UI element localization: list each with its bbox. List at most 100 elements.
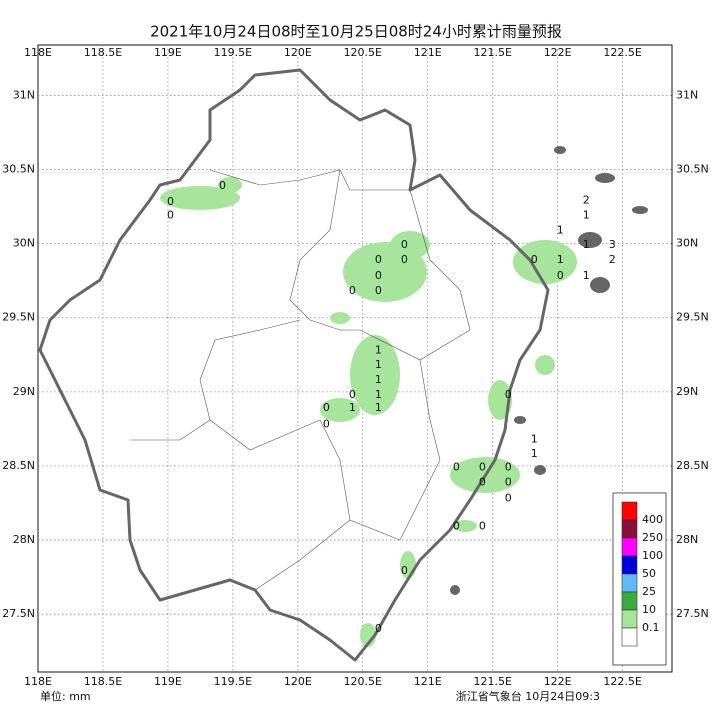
x-tick-label: 121.5E: [473, 46, 511, 59]
legend-swatch: [621, 519, 638, 539]
station-value: 0: [531, 253, 538, 266]
legend-label: 400: [642, 513, 663, 526]
legend-swatch: [621, 591, 638, 611]
station-value: 0: [479, 460, 486, 473]
y-tick-label: 29N: [13, 385, 35, 398]
station-value: 0: [375, 284, 382, 297]
station-value: 0: [375, 269, 382, 282]
station-value: 0: [505, 475, 512, 488]
x-tick-label: 121.5E: [473, 675, 511, 688]
station-value: 1: [531, 432, 538, 445]
island: [534, 465, 546, 475]
island: [632, 206, 648, 214]
legend-label: 250: [642, 531, 663, 544]
x-tick-label: 119E: [154, 675, 182, 688]
legend-swatch: [621, 573, 638, 593]
y-tick-label: 29.5N: [676, 311, 709, 324]
y-tick-label: 27.5N: [2, 607, 35, 620]
station-value: 1: [375, 373, 382, 386]
y-tick-label: 30.5N: [676, 163, 709, 176]
x-tick-label: 121E: [414, 675, 442, 688]
x-tick-label: 118E: [24, 675, 52, 688]
x-tick-label: 118E: [24, 46, 52, 59]
y-tick-label: 28N: [676, 533, 698, 546]
station-value: 1: [557, 253, 564, 266]
station-value: 0: [349, 388, 356, 401]
rain-area: [513, 240, 577, 284]
legend-label: 50: [642, 567, 656, 580]
station-value: 1: [557, 223, 564, 236]
x-tick-label: 120E: [284, 46, 312, 59]
island: [578, 232, 602, 248]
y-tick-label: 30.5N: [2, 163, 35, 176]
station-value: 3: [609, 238, 616, 251]
station-value: 1: [375, 358, 382, 371]
x-tick-label: 119.5E: [214, 46, 252, 59]
y-tick-label: 28.5N: [676, 459, 709, 472]
station-value: 0: [167, 195, 174, 208]
x-tick-label: 121E: [414, 46, 442, 59]
station-value: 1: [375, 388, 382, 401]
station-value: 1: [583, 208, 590, 221]
station-value: 2: [609, 253, 616, 266]
grid: [38, 45, 672, 672]
y-tick-label: 27.5N: [676, 607, 709, 620]
rain-area: [535, 355, 555, 375]
x-tick-label: 119E: [154, 46, 182, 59]
legend-label: 0.1: [642, 621, 660, 634]
legend-swatch: [621, 555, 638, 575]
x-tick-label: 122.5E: [603, 675, 641, 688]
x-tick-label: 120.5E: [344, 675, 382, 688]
x-tick-label: 118.5E: [84, 675, 122, 688]
unit-label: 单位: mm: [40, 689, 91, 703]
footer: 浙江省气象台 10月24日09:3: [456, 689, 600, 703]
station-value: 0: [479, 475, 486, 488]
x-tick-label: 122E: [544, 46, 572, 59]
y-tick-label: 31N: [676, 88, 698, 101]
station-value: 0: [505, 460, 512, 473]
station-value: 2: [583, 194, 590, 207]
legend-swatch: [621, 609, 638, 629]
legend-label: 100: [642, 549, 663, 562]
rain-area: [330, 312, 350, 324]
legend: 400 250 100 50 25 10 0.1: [621, 501, 663, 647]
x-tick-label: 119.5E: [214, 675, 252, 688]
station-value: 0: [453, 460, 460, 473]
island: [590, 277, 610, 293]
station-value: 1: [375, 401, 382, 414]
rain-area: [350, 335, 400, 415]
y-tick-label: 28N: [13, 533, 35, 546]
station-value: 0: [323, 417, 330, 430]
province-outline: [38, 68, 550, 662]
station-value: 0: [401, 253, 408, 266]
station-value: 1: [531, 447, 538, 460]
y-tick-label: 28.5N: [2, 459, 35, 472]
x-tick-label: 122.5E: [603, 46, 641, 59]
station-value: 0: [323, 401, 330, 414]
y-tick-label: 29N: [676, 385, 698, 398]
title: 2021年10月24日08时至10月25日08时24小时累计雨量预报: [150, 23, 562, 41]
rain-area: [218, 177, 242, 193]
legend-label: 10: [642, 603, 656, 616]
station-value: 0: [505, 492, 512, 505]
x-tick-label: 120E: [284, 675, 312, 688]
y-tick-label: 29.5N: [2, 311, 35, 324]
x-tick-label: 120.5E: [344, 46, 382, 59]
legend-swatch: [621, 627, 638, 647]
y-tick-label: 31N: [13, 88, 35, 101]
rain-area: [390, 231, 430, 259]
x-tick-label: 118.5E: [84, 46, 122, 59]
station-value: 0: [375, 622, 382, 635]
station-value: 0: [557, 269, 564, 282]
station-value: 0: [167, 208, 174, 221]
station-value: 0: [505, 388, 512, 401]
station-value: 0: [401, 238, 408, 251]
legend-label: 25: [642, 585, 656, 598]
islands: [450, 146, 648, 595]
station-value: 0: [375, 253, 382, 266]
city-boundaries: [130, 169, 471, 591]
island: [595, 173, 615, 183]
island: [514, 416, 526, 424]
station-value: 0: [349, 284, 356, 297]
